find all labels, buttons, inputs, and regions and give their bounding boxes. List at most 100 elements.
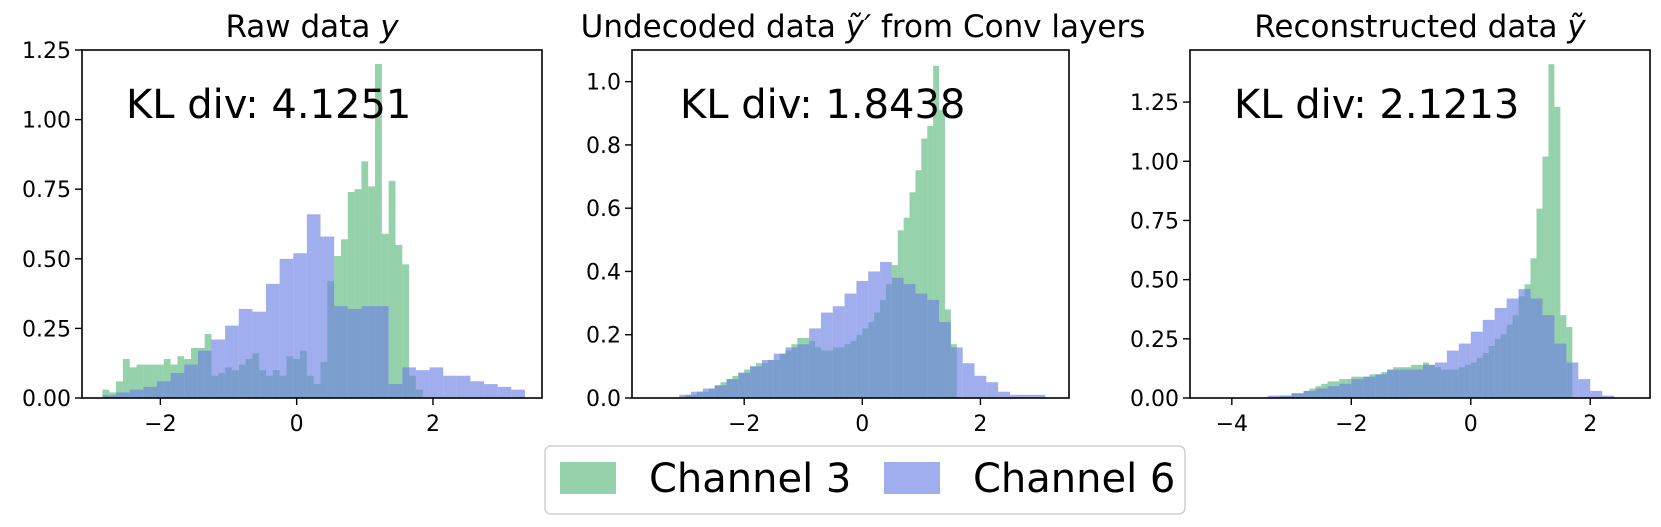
x-tick-label: 2 bbox=[973, 412, 987, 437]
histogram-bar-channel-6 bbox=[832, 306, 845, 398]
histogram-bar-channel-6 bbox=[456, 375, 471, 398]
histogram-bar-channel-6 bbox=[1602, 395, 1615, 398]
kl-divergence-label: KL div: 2.1213 bbox=[1234, 82, 1519, 128]
histogram-bar-channel-6 bbox=[1339, 383, 1352, 398]
histogram-bar-channel-6 bbox=[429, 367, 444, 398]
histogram-bar-channel-6 bbox=[927, 299, 940, 398]
histogram-bar-channel-6 bbox=[1470, 331, 1483, 398]
histogram-bar-channel-6 bbox=[1482, 319, 1495, 398]
histogram-bar-channel-6 bbox=[1303, 390, 1316, 398]
histogram-bar-channel-6 bbox=[279, 258, 294, 398]
histogram-bar-channel-6 bbox=[1446, 350, 1459, 398]
histogram-bar-channel-6 bbox=[238, 308, 253, 398]
legend-swatch-channel-6 bbox=[884, 462, 940, 494]
histogram-bar-channel-3 bbox=[1542, 156, 1549, 398]
histogram-bar-channel-6 bbox=[170, 372, 185, 398]
histogram-bar-channel-6 bbox=[1351, 379, 1364, 398]
histogram-bar-channel-6 bbox=[143, 386, 157, 398]
histogram-bar-channel-3 bbox=[116, 381, 123, 398]
histogram-bar-channel-3 bbox=[150, 364, 157, 398]
panel-title: Reconstructed data ỹ bbox=[1254, 9, 1586, 45]
y-tick-label: 0.8 bbox=[586, 134, 621, 159]
histogram-bar-channel-3 bbox=[156, 364, 164, 398]
y-tick-label: 0.00 bbox=[22, 387, 71, 412]
histogram-bar-channel-6 bbox=[1267, 395, 1280, 398]
histogram-bar-channel-6 bbox=[868, 271, 881, 398]
x-tick-label: 2 bbox=[1583, 412, 1597, 437]
histogram-bar-channel-6 bbox=[1033, 394, 1046, 398]
histogram-bar-channel-6 bbox=[915, 293, 928, 398]
bars-group bbox=[679, 65, 1046, 399]
y-tick-label: 0.25 bbox=[22, 317, 71, 342]
x-tick-label: −2 bbox=[144, 412, 176, 437]
histogram-bar-channel-3 bbox=[122, 359, 130, 398]
y-tick-label: 0.4 bbox=[586, 260, 621, 285]
y-tick-label: 0.0 bbox=[586, 387, 621, 412]
histogram-bar-channel-6 bbox=[1021, 394, 1034, 398]
x-tick-label: 0 bbox=[855, 412, 869, 437]
x-tick-label: −2 bbox=[728, 412, 760, 437]
histogram-bar-channel-6 bbox=[1506, 298, 1519, 398]
histogram-bar-channel-3 bbox=[395, 244, 403, 398]
x-tick-label: 2 bbox=[426, 412, 440, 437]
histogram-bar-channel-6 bbox=[820, 312, 833, 398]
histogram-bar-channel-6 bbox=[1387, 369, 1400, 398]
y-tick-label: 0.50 bbox=[22, 248, 71, 273]
axes-frame bbox=[631, 49, 1070, 399]
histogram-bar-channel-6 bbox=[880, 261, 892, 398]
histogram-bar-channel-6 bbox=[320, 236, 335, 398]
legend-label-channel-3: Channel 3 bbox=[649, 456, 851, 502]
axes-group: −2 0 2 0.00 0.25 0.50 0.75 1.00 1.25 bbox=[22, 39, 543, 437]
y-tick-label: 0.25 bbox=[1130, 328, 1179, 353]
histogram-bar-channel-3 bbox=[402, 264, 410, 398]
kl-divergence-label: KL div: 1.8438 bbox=[680, 82, 965, 128]
histogram-bar-channel-6 bbox=[415, 370, 430, 398]
histogram-bar-channel-3 bbox=[129, 367, 137, 398]
legend-swatch-channel-3 bbox=[560, 462, 616, 494]
y-tick-label: 0.75 bbox=[1130, 209, 1179, 234]
histogram-bar-channel-6 bbox=[785, 347, 798, 398]
histogram-bar-channel-6 bbox=[266, 283, 280, 398]
legend-frame bbox=[544, 445, 1186, 515]
histogram-bar-channel-6 bbox=[1578, 379, 1591, 398]
histogram-bar-channel-6 bbox=[974, 375, 987, 398]
histogram-bar-channel-6 bbox=[1530, 298, 1543, 398]
histogram-bar-channel-6 bbox=[1542, 315, 1555, 398]
y-tick-label: 0.75 bbox=[22, 178, 71, 203]
histogram-bar-channel-6 bbox=[347, 308, 362, 398]
histogram-bar-channel-6 bbox=[738, 372, 751, 398]
histogram-bar-channel-3 bbox=[368, 186, 376, 398]
histogram-bar-channel-3 bbox=[1548, 64, 1555, 398]
histogram-bar-channel-6 bbox=[1399, 369, 1412, 398]
kl-divergence-label: KL div: 4.1251 bbox=[126, 82, 411, 128]
legend-label-channel-6: Channel 6 bbox=[973, 456, 1175, 502]
histogram-bar-channel-6 bbox=[211, 339, 226, 398]
panel-raw-data: Raw data y −2 0 20.000.250.500.751.001.25 … bbox=[22, 9, 543, 437]
y-tick-label: 1.00 bbox=[1130, 150, 1179, 175]
histogram-bar-channel-6 bbox=[986, 382, 999, 398]
histogram-bar-channel-3 bbox=[163, 359, 171, 398]
y-tick-label: 1.25 bbox=[22, 39, 71, 64]
histogram-bar-channel-3 bbox=[1554, 106, 1561, 398]
x-tick-label: −4 bbox=[1216, 412, 1248, 437]
histogram-bar-channel-6 bbox=[1315, 388, 1328, 398]
histogram-bar-channel-6 bbox=[1518, 289, 1531, 398]
histogram-bar-channel-6 bbox=[1009, 394, 1022, 398]
histogram-bar-channel-3 bbox=[375, 63, 382, 399]
histogram-bar-channel-3 bbox=[361, 161, 369, 398]
panel-reconstructed-data: Reconstructed data ỹ −4 −2 0 2 0.00 0.25 0.50 0… bbox=[1130, 9, 1651, 437]
x-tick-label: 0 bbox=[1464, 412, 1478, 437]
histogram-bar-channel-3 bbox=[109, 392, 117, 398]
histogram-bar-channel-3 bbox=[933, 65, 940, 398]
y-tick-label: 1.0 bbox=[586, 71, 621, 96]
histogram-bar-channel-6 bbox=[443, 375, 457, 398]
histogram-bar-channel-6 bbox=[773, 353, 786, 398]
histogram-bar-channel-6 bbox=[225, 325, 239, 398]
histogram-bar-channel-6 bbox=[691, 391, 703, 398]
panel-title: Raw data y bbox=[225, 9, 399, 45]
x-tick-label: −2 bbox=[1335, 412, 1367, 437]
histogram-bar-channel-6 bbox=[1411, 369, 1423, 398]
histogram-bar-channel-6 bbox=[998, 391, 1010, 398]
histogram-bar-channel-6 bbox=[844, 293, 857, 398]
